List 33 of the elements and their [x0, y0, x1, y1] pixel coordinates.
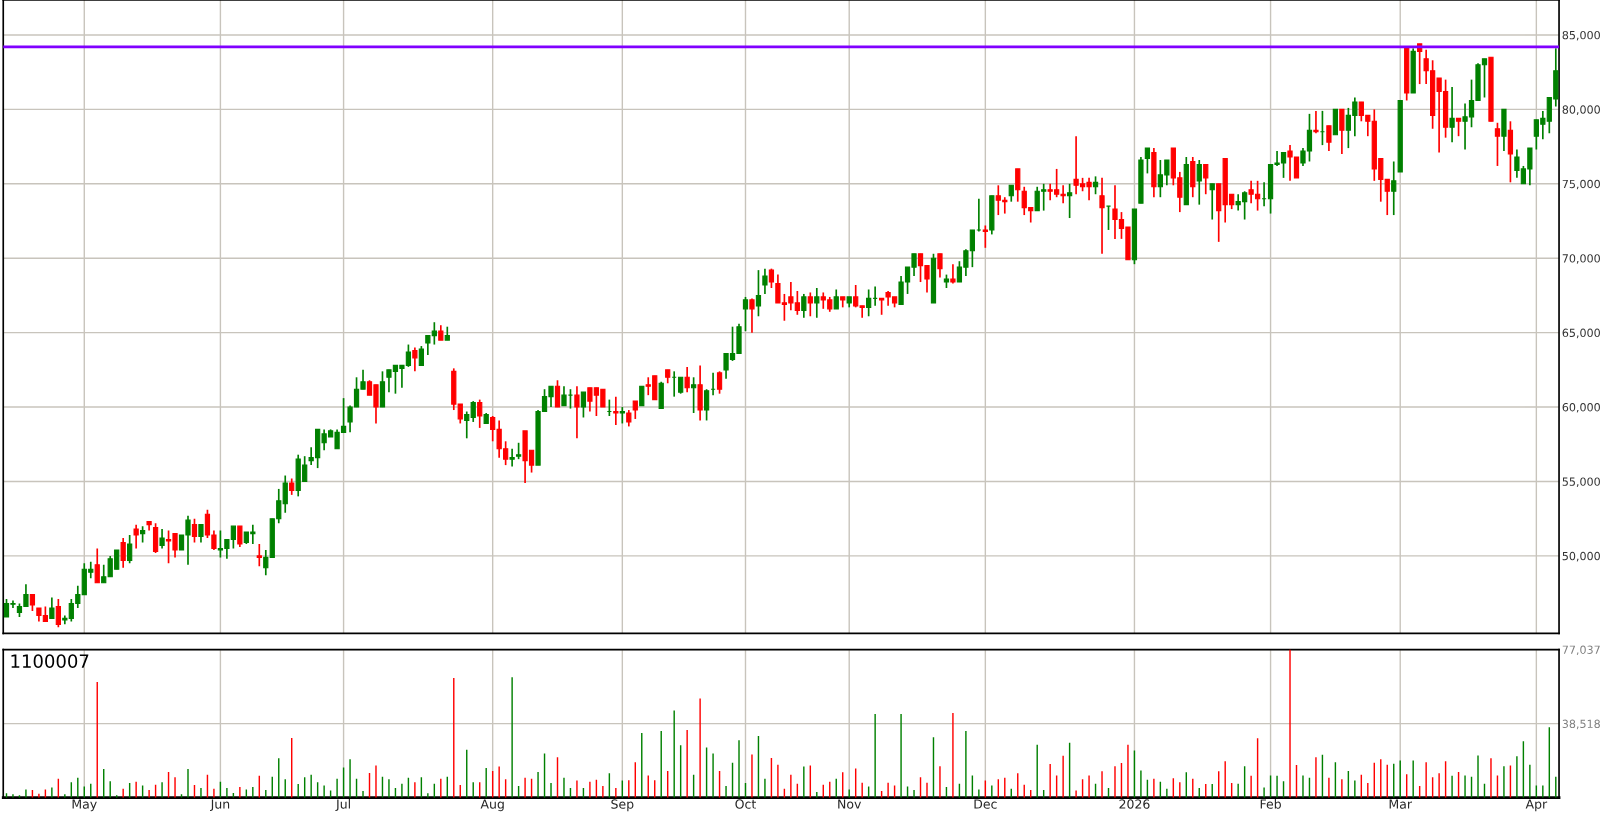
- x-tick-label: 2026: [1119, 799, 1150, 809]
- candlestick: [1332, 108, 1339, 136]
- y-tick-label: 65,000: [1562, 328, 1600, 339]
- candlestick: [146, 520, 152, 532]
- x-tick-label: Jun: [210, 799, 230, 812]
- candlestick: [639, 385, 645, 407]
- y-tick-label: 50,000: [1562, 551, 1600, 562]
- y-tick-label: 77,037: [1562, 645, 1600, 656]
- x-tick-label: Mar: [1389, 799, 1413, 809]
- x-tick-label: Aug: [480, 799, 504, 812]
- y-tick-label: 85,000: [1562, 30, 1600, 41]
- candlestick: [950, 263, 956, 285]
- x-tick-label: Sep: [611, 799, 634, 812]
- candlestick: [982, 224, 988, 249]
- y-tick-label: 55,000: [1562, 477, 1600, 487]
- annotation: 1100007: [11, 654, 89, 668]
- candlestick: [509, 447, 515, 468]
- x-tick-label: Apr: [1525, 799, 1548, 812]
- x-tick-label: Oct: [735, 799, 756, 809]
- x-tick-label: Nov: [838, 799, 862, 809]
- candlestick: [1105, 205, 1112, 231]
- x-tick-label: Dec: [974, 799, 997, 809]
- y-tick-label: 60,000: [1562, 403, 1600, 413]
- y-tick-label: 75,000: [1562, 179, 1600, 190]
- y-tick-label: 70,000: [1562, 254, 1600, 264]
- candlestick: [613, 395, 619, 426]
- y-tick-label: 80,000: [1562, 105, 1600, 115]
- y-tick-label: 38,518: [1562, 719, 1600, 730]
- x-tick-label: Jul: [335, 799, 350, 812]
- candlestick: [1397, 99, 1403, 173]
- candlestick: [846, 296, 852, 309]
- x-tick-label: Feb: [1260, 799, 1281, 809]
- x-tick-label: May: [72, 799, 97, 812]
